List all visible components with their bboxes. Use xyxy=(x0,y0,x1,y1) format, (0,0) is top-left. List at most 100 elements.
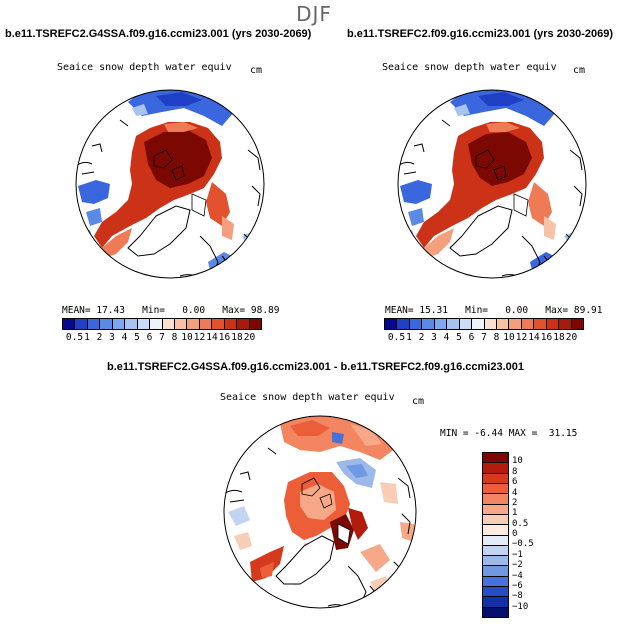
colorbar-swatch xyxy=(385,319,398,329)
colorbar-tick-label: 6 xyxy=(468,332,475,343)
colorbar-tick-label: −4 xyxy=(512,570,523,581)
colorbar-swatch xyxy=(87,319,101,329)
panel-1-mean-value: 17.43 xyxy=(96,305,125,316)
colorbar-tick-label: 16 xyxy=(218,332,231,343)
colorbar-tick-label: 20 xyxy=(243,332,256,343)
diff-panel-max-value: 31.15 xyxy=(548,428,578,439)
colorbar-tick-label: 18 xyxy=(231,332,243,343)
colorbar-swatch xyxy=(237,319,250,329)
panel-1-max-value: 98.89 xyxy=(250,305,280,316)
colorbar-tick-label: −1 xyxy=(512,549,523,560)
panel-1-variable-label: Seaice snow depth water equiv xyxy=(57,62,232,73)
mean-label: MEAN= xyxy=(62,305,91,316)
colorbar-swatch xyxy=(187,319,200,329)
colorbar-swatch xyxy=(483,504,508,515)
colorbar-swatch xyxy=(112,319,126,329)
colorbar-swatch xyxy=(534,319,547,329)
colorbar-tick-label: 14 xyxy=(206,332,218,343)
colorbar-tick-label: 4 xyxy=(443,332,450,343)
colorbar-tick-label: 6 xyxy=(146,332,153,343)
colorbar-swatch xyxy=(212,319,225,329)
colorbar-tick-label: 1 xyxy=(406,332,412,343)
colorbar-tick-label: 12 xyxy=(193,332,206,343)
colorbar-tick-label: 10 xyxy=(181,332,193,343)
diff-panel-units: cm xyxy=(412,396,425,407)
panel-2-stats: MEAN= 15.31 Min= 0.00 Max= 89.91 xyxy=(385,305,602,316)
colorbar-swatch xyxy=(483,453,508,464)
colorbar-swatch xyxy=(483,576,508,588)
colorbar-tick-label: 4 xyxy=(512,487,518,498)
panel-2-mean-value: 15.31 xyxy=(419,305,448,316)
colorbar-tick-label: 14 xyxy=(528,332,540,343)
colorbar-swatch xyxy=(483,473,508,484)
panel-2-max-value: 89.91 xyxy=(573,305,603,316)
panel-1-greenland-outline xyxy=(127,205,191,257)
colorbar-tick-label: 0 xyxy=(512,529,518,539)
max-label: MAX = xyxy=(508,428,538,439)
colorbar-tick-label: 2 xyxy=(512,497,518,508)
colorbar-tick-label: 0.5 xyxy=(65,332,84,343)
diff-panel-colorbar-labels: 10 8 6 4 2 1 0.5 0 −0.5 −1 −2 −4 −6 −8 −10 xyxy=(512,452,552,618)
min-label: Min= xyxy=(465,305,489,316)
diff-panel-min-value: -6.44 xyxy=(474,428,503,439)
colorbar-tick-label: 2 xyxy=(96,332,103,343)
colorbar-swatch xyxy=(483,587,508,598)
colorbar-swatch xyxy=(447,319,460,329)
colorbar-swatch xyxy=(434,319,448,329)
colorbar-swatch xyxy=(483,566,508,577)
colorbar-swatch xyxy=(546,319,560,329)
colorbar-tick-label: 7 xyxy=(159,332,165,343)
panel-1-polar-map xyxy=(75,89,265,279)
colorbar-tick-label: 7 xyxy=(481,332,487,343)
colorbar-tick-label: 0.5 xyxy=(512,518,529,529)
colorbar-tick-label: 18 xyxy=(553,332,565,343)
colorbar-swatch xyxy=(63,319,76,329)
colorbar-tick-label: −8 xyxy=(512,591,523,602)
colorbar-tick-label: 8 xyxy=(512,466,518,477)
colorbar-swatch xyxy=(75,319,88,329)
colorbar-tick-label: 5 xyxy=(456,332,462,343)
panel-1-units: cm xyxy=(250,65,263,76)
colorbar-tick-label: 16 xyxy=(540,332,553,343)
colorbar-swatch xyxy=(483,556,508,567)
colorbar-swatch xyxy=(483,525,508,536)
colorbar-tick-label: 10 xyxy=(503,332,515,343)
colorbar-tick-label: 1 xyxy=(512,508,518,519)
colorbar-swatch xyxy=(137,319,151,329)
min-label: MIN = xyxy=(440,428,469,439)
colorbar-tick-label: −2 xyxy=(512,560,523,571)
colorbar-swatch xyxy=(483,545,508,557)
colorbar-swatch xyxy=(496,319,510,329)
colorbar-swatch xyxy=(422,319,435,329)
colorbar-swatch xyxy=(199,319,213,329)
diff-panel-variable-label: Seaice snow depth water equiv xyxy=(220,392,395,403)
panel-2-polar-map xyxy=(397,89,587,279)
colorbar-swatch xyxy=(483,607,508,617)
diff-panel-title: b.e11.TSREFC2.G4SSA.f09.g16.ccmi23.001 -… xyxy=(107,361,524,373)
colorbar-swatch xyxy=(459,319,473,329)
panel-2-atlantic-sea-ice-blue xyxy=(400,180,432,204)
colorbar-swatch xyxy=(483,483,508,495)
colorbar-swatch xyxy=(509,319,522,329)
colorbar-tick-label: 3 xyxy=(109,332,115,343)
colorbar-tick-label: 3 xyxy=(431,332,437,343)
colorbar-swatch xyxy=(483,463,508,474)
max-label: Max= xyxy=(545,305,569,316)
colorbar-swatch xyxy=(150,319,163,329)
colorbar-swatch xyxy=(483,535,508,546)
colorbar-tick-label: 6 xyxy=(512,477,518,488)
min-label: Min= xyxy=(142,305,166,316)
colorbar-tick-label: −0.5 xyxy=(512,539,534,550)
colorbar-tick-label: 8 xyxy=(493,332,500,343)
diff-panel-greenland-outline xyxy=(275,535,335,585)
colorbar-swatch xyxy=(174,319,188,329)
colorbar-tick-label: 0.5 xyxy=(387,332,406,343)
colorbar-tick-label: 10 xyxy=(512,456,523,467)
colorbar-swatch xyxy=(397,319,410,329)
colorbar-swatch xyxy=(483,494,508,505)
colorbar-swatch xyxy=(224,319,238,329)
colorbar-swatch xyxy=(162,319,175,329)
diff-panel-polar-map xyxy=(223,415,417,609)
colorbar-swatch xyxy=(100,319,113,329)
panel-2-colorbar xyxy=(384,318,584,330)
